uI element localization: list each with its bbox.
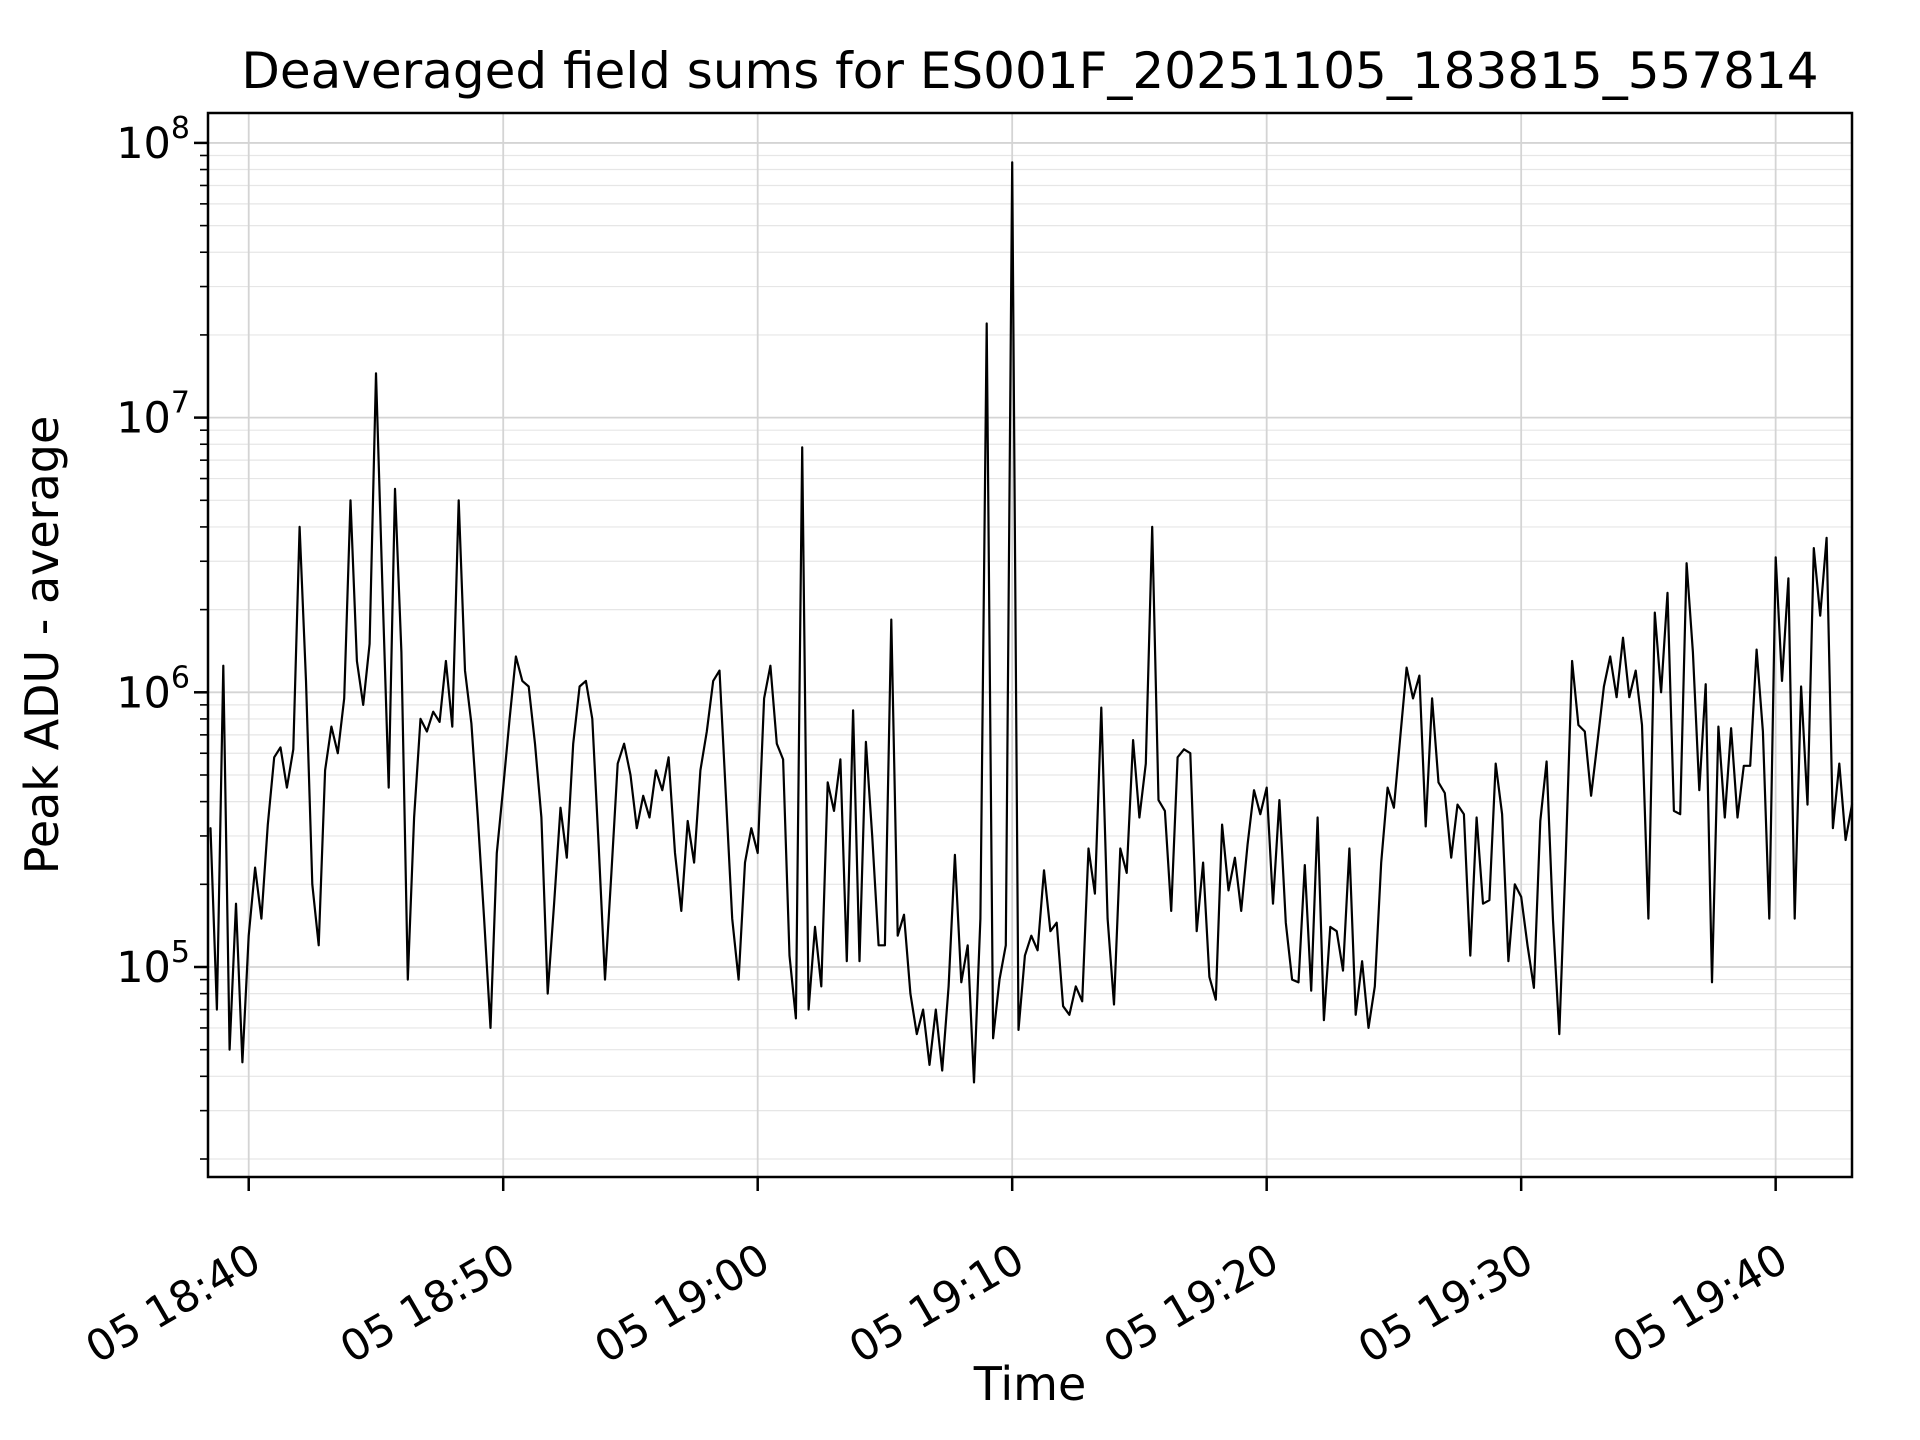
grid-minor (208, 154, 1852, 1160)
x-tick-label: 05 19:30 (1350, 1234, 1542, 1373)
x-tick-label: 05 18:50 (332, 1234, 524, 1373)
data-line (209, 161, 1854, 1084)
x-tick-label: 05 18:40 (78, 1234, 270, 1373)
y-tick-label: 107 (116, 386, 190, 444)
x-tick-label: 05 19:00 (587, 1234, 779, 1373)
chart-dynamic-layer: 105 106 107 108 05 18:40 05 18:50 05 19:00 05 1… (78, 111, 1854, 1374)
axis-ticks (194, 141, 1777, 1191)
y-axis-label: Peak ADU - average (15, 416, 69, 875)
x-axis-label: Time (973, 1357, 1087, 1411)
y-tick-label: 105 (116, 935, 190, 993)
x-tick-label: 05 19:40 (1605, 1234, 1797, 1373)
data-series (209, 161, 1854, 1084)
x-tick-label: 05 19:10 (841, 1234, 1033, 1373)
grid-major (208, 113, 1852, 1177)
y-tick-label: 106 (116, 660, 190, 718)
chart-title: Deaveraged field sums for ES001F_2025110… (241, 42, 1818, 100)
x-tick-label: 05 19:20 (1096, 1234, 1288, 1373)
y-tick-label: 108 (116, 111, 190, 169)
axes (206, 111, 1854, 1179)
